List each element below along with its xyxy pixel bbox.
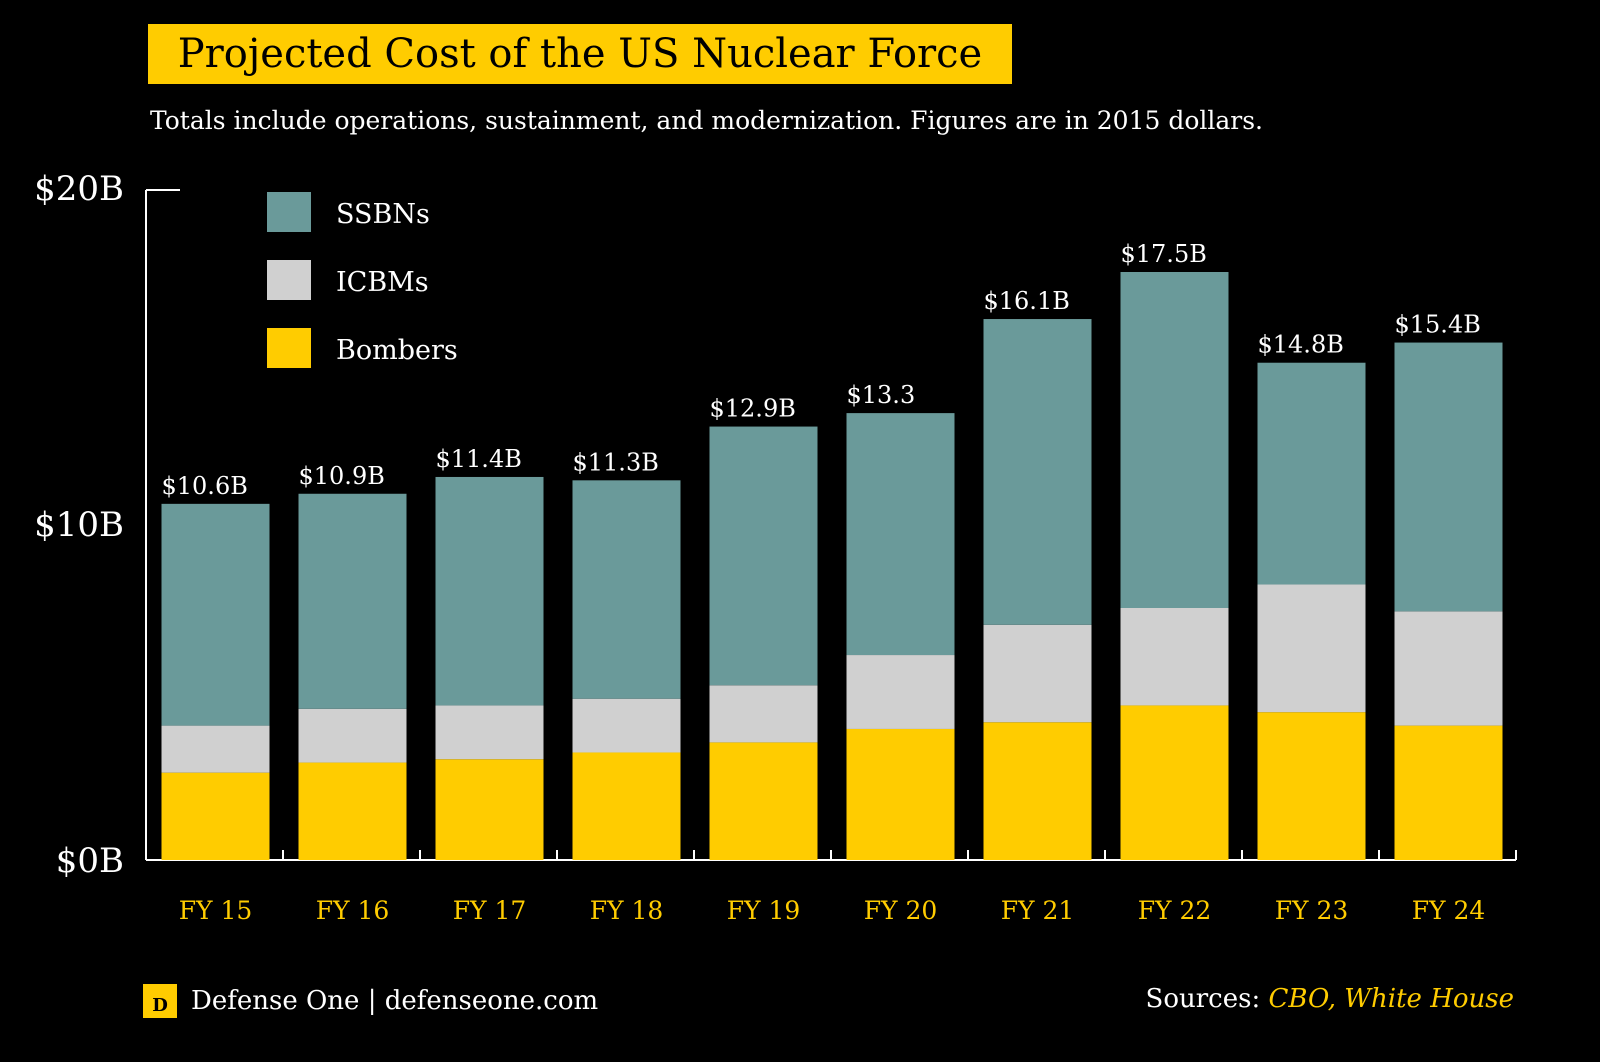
x-tick-label: FY 17 [453,896,527,925]
bar-bombers [983,722,1092,860]
y-tick-label: $0B [56,841,124,881]
total-label: $11.3B [573,448,659,476]
footer-sources: Sources: CBO, White House [1146,984,1514,1014]
total-label: $12.9B [710,395,796,423]
bar-bombers [1257,712,1366,860]
bar-ssbns [1394,342,1503,612]
y-tick-label: $20B [34,169,124,209]
x-tick-label: FY 16 [316,896,390,925]
bar-ssbns [983,319,1092,625]
x-tick-label: FY 21 [1001,896,1075,925]
legend-label: ICBMs [336,267,429,298]
bar-ssbns [1120,272,1229,608]
bar-bombers [1394,725,1503,860]
x-tick-label: FY 24 [1412,896,1486,925]
x-tick-label: FY 20 [864,896,938,925]
bar-ssbns [1257,362,1366,585]
bar-ssbns [298,493,407,709]
bar-ssbns [161,503,270,726]
legend-label: Bombers [336,335,458,366]
total-label: $11.4B [436,445,522,473]
legend-swatch-icbms [267,260,311,300]
x-tick-label: FY 23 [1275,896,1349,925]
footer-brand: D Defense One | defenseone.com [143,984,598,1018]
bar-bombers [161,772,270,860]
total-label: $10.6B [162,472,248,500]
x-tick-label: FY 15 [179,896,253,925]
bar-bombers [1120,705,1229,860]
bar-bombers [846,728,955,860]
bar-ssbns [846,413,955,656]
brand-text: Defense One | defenseone.com [191,986,599,1016]
bar-icbms [161,725,270,773]
legend-swatch-ssbns [267,192,311,232]
bar-ssbns [709,426,818,686]
bar-ssbns [572,480,681,699]
bar-icbms [1394,611,1503,726]
bar-icbms [572,698,681,753]
total-label: $14.8B [1258,331,1344,359]
chart-subtitle: Totals include operations, sustainment, … [150,106,1264,135]
total-label: $13.3 [847,381,916,409]
chart-title: Projected Cost of the US Nuclear Force [177,31,983,77]
bar-icbms [709,685,818,743]
total-label: $10.9B [299,462,385,490]
bar-icbms [1120,608,1229,706]
bar-icbms [983,624,1092,723]
x-tick-label: FY 22 [1138,896,1212,925]
bar-bombers [572,752,681,860]
bar-icbms [1257,584,1366,713]
total-label: $16.1B [984,287,1070,315]
x-tick-label: FY 19 [727,896,801,925]
bar-ssbns [435,476,544,706]
title-banner: Projected Cost of the US Nuclear Force [148,24,1012,84]
legend-label: SSBNs [336,199,430,230]
total-label: $17.5B [1121,240,1207,268]
sources-text: CBO, White House [1268,984,1515,1014]
bar-bombers [435,759,544,860]
x-tick-label: FY 18 [590,896,664,925]
sources-label: Sources: [1145,984,1261,1014]
bar-icbms [298,708,407,763]
bar-bombers [298,762,407,860]
y-tick-label: $10B [34,505,124,545]
defense-one-logo: D [143,984,177,1018]
total-label: $15.4B [1395,311,1481,339]
bar-bombers [709,742,818,860]
bar-icbms [846,655,955,729]
bar-icbms [435,705,544,760]
legend-swatch-bombers [267,328,311,368]
